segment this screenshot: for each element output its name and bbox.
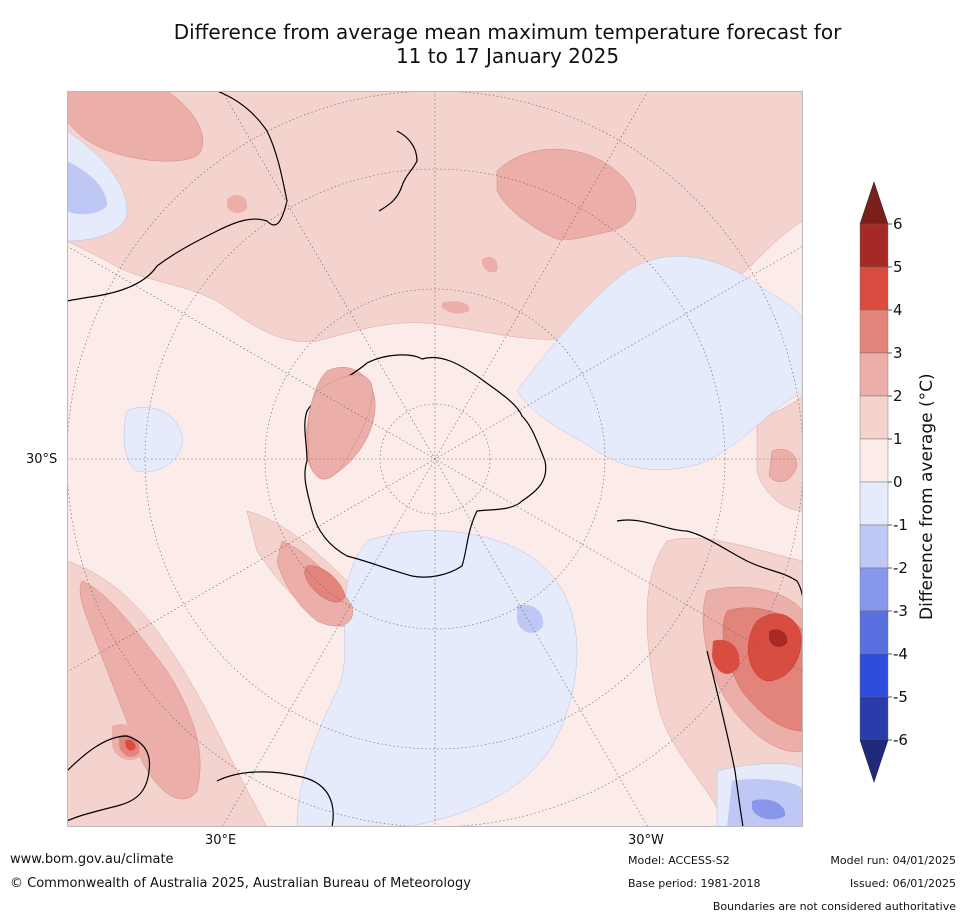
antarctica-coastline bbox=[304, 354, 547, 578]
graticule bbox=[67, 91, 803, 827]
colorbar-swatch bbox=[859, 352, 889, 397]
anomaly-region-2to3 bbox=[79, 580, 201, 800]
colorbar-swatch bbox=[859, 266, 889, 311]
colorbar-over-arrow bbox=[859, 181, 889, 225]
anomaly-region-4to5 bbox=[125, 739, 136, 751]
colorbar-swatch bbox=[859, 653, 889, 698]
south-america-coastline bbox=[616, 519, 803, 602]
colorbar-tick-label: -3 bbox=[893, 602, 908, 620]
copyright-text: © Commonwealth of Australia 2025, Austra… bbox=[10, 876, 471, 891]
anomaly-region-below bbox=[67, 161, 107, 215]
anomaly-region-below bbox=[123, 406, 183, 473]
anomaly-region-below bbox=[516, 256, 803, 470]
anomaly-region-2to3 bbox=[768, 448, 798, 482]
anomaly-region-4to5 bbox=[712, 639, 740, 674]
disclaimer-text: Boundaries are not considered authoritat… bbox=[712, 900, 956, 913]
colorbar-tick-label: -5 bbox=[893, 688, 908, 706]
colorbar-tick-label: 1 bbox=[893, 430, 903, 448]
colorbar-tick-label: 0 bbox=[893, 473, 903, 491]
anomaly-region-3to4 bbox=[304, 565, 346, 603]
colorbar-swatch bbox=[859, 567, 889, 612]
anomaly-region-5to6 bbox=[769, 629, 788, 647]
longitude-label-30w: 30°W bbox=[628, 833, 664, 848]
colorbar-ticks: 6 5 4 3 2 1 0 -1 -2 -3 -4 -5 -6 bbox=[888, 215, 908, 749]
colorbar-swatch bbox=[859, 524, 889, 569]
colorbar-tick-label: 6 bbox=[893, 215, 903, 233]
colorbar-label: Difference from average (°C) bbox=[917, 373, 937, 620]
anomaly-region-2to3 bbox=[227, 195, 248, 213]
antarctica-anomaly bbox=[307, 374, 373, 480]
madagascar-coastline bbox=[216, 771, 334, 827]
anomaly-region-below bbox=[517, 604, 544, 633]
title-line-1: Difference from average mean maximum tem… bbox=[173, 20, 842, 44]
base-period-text: Base period: 1981-2018 bbox=[628, 877, 761, 890]
colorbar-swatches bbox=[859, 181, 889, 783]
model-text: Model: ACCESS-S2 bbox=[628, 854, 730, 867]
colorbar-swatch bbox=[859, 610, 889, 655]
australia-coastline bbox=[67, 91, 288, 302]
issued-text: Issued: 06/01/2025 bbox=[849, 877, 956, 890]
polar-map bbox=[67, 91, 803, 827]
chart-title: Difference from average mean maximum tem… bbox=[60, 20, 955, 68]
anomaly-region-4to5 bbox=[748, 613, 802, 682]
colorbar-tick-label: -4 bbox=[893, 645, 908, 663]
colorbar-tick-label: -6 bbox=[893, 731, 908, 749]
anomaly-region-below bbox=[752, 799, 786, 820]
new-zealand-coastline bbox=[378, 130, 418, 212]
title-line-2: 11 to 17 January 2025 bbox=[395, 44, 620, 68]
colorbar-tick-label: 4 bbox=[893, 301, 903, 319]
colorbar: 6 5 4 3 2 1 0 -1 -2 -3 -4 -5 -6 bbox=[859, 181, 908, 783]
colorbar-swatch bbox=[859, 481, 889, 526]
website-link[interactable]: www.bom.gov.au/climate bbox=[10, 852, 174, 867]
colorbar-swatch bbox=[859, 696, 889, 741]
colorbar-under-arrow bbox=[859, 739, 889, 783]
colorbar-tick-label: 3 bbox=[893, 344, 903, 362]
colorbar-swatch bbox=[859, 309, 889, 354]
colorbar-tick-label: -2 bbox=[893, 559, 908, 577]
colorbar-tick-label: 5 bbox=[893, 258, 903, 276]
anomaly-region-below bbox=[296, 530, 578, 827]
south-america-coastline bbox=[706, 650, 744, 827]
colorbar-tick-label: -1 bbox=[893, 516, 908, 534]
colorbar-swatch bbox=[859, 395, 889, 440]
south-africa-coastline bbox=[67, 735, 151, 822]
longitude-label-30e: 30°E bbox=[205, 833, 237, 848]
colorbar-swatch bbox=[859, 438, 889, 483]
colorbar-tick-label: 2 bbox=[893, 387, 903, 405]
colorbar-swatch bbox=[859, 223, 889, 268]
anomaly-region-2to3 bbox=[442, 301, 470, 314]
latitude-label: 30°S bbox=[26, 452, 58, 467]
model-run-text: Model run: 04/01/2025 bbox=[830, 854, 956, 867]
anomaly-region-2to3 bbox=[67, 91, 204, 162]
anomaly-region-2to3 bbox=[482, 256, 498, 273]
